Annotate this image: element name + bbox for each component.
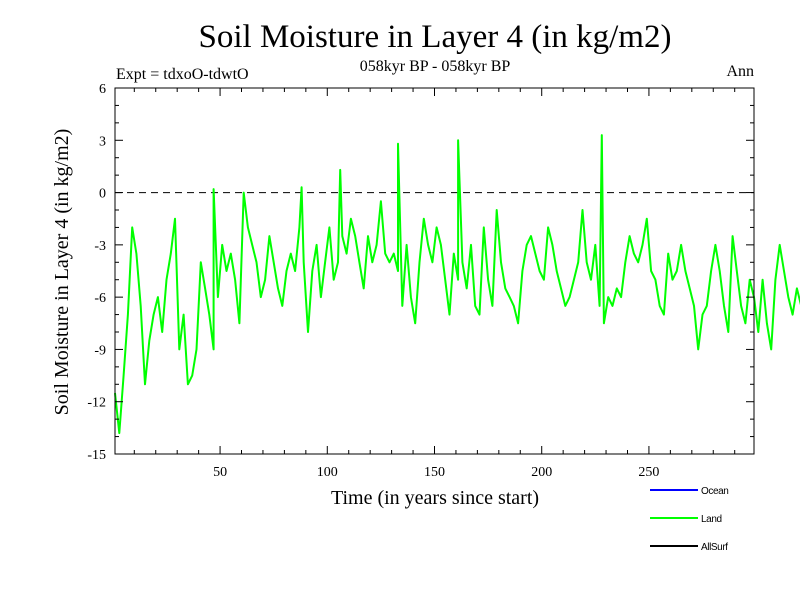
legend-label-allsurf: AllSurf — [701, 542, 728, 553]
legend-label-land: Land — [701, 514, 722, 525]
legend-label-ocean: Ocean — [701, 486, 728, 497]
y-tick-label: 6 — [99, 82, 106, 97]
chart-title: Soil Moisture in Layer 4 (in kg/m2) — [199, 19, 672, 55]
chart-subtitle-left: Expt = tdxoO-tdwtO — [116, 66, 249, 83]
y-tick-label: -9 — [94, 343, 106, 358]
x-axis-label: Time (in years since start) — [331, 487, 539, 509]
plot-frame — [114, 87, 755, 455]
chart-subtitle-center: 058kyr BP - 058kyr BP — [360, 58, 511, 75]
y-tick-label: -3 — [94, 239, 106, 254]
y-tick-label: -6 — [94, 291, 106, 306]
y-axis-label: Soil Moisture in Layer 4 (in kg/m2) — [51, 129, 73, 416]
y-tick-label: 0 — [99, 187, 106, 202]
x-tick-label: 100 — [317, 465, 338, 480]
y-tick-label: -15 — [87, 448, 106, 463]
series-line-land — [114, 134, 800, 435]
chart-subtitle-right: Ann — [726, 63, 754, 80]
x-tick-label: 200 — [531, 465, 552, 480]
x-tick-label: 50 — [213, 465, 227, 480]
y-tick-label: -12 — [87, 396, 106, 411]
x-tick-label: 150 — [424, 465, 445, 480]
y-tick-label: 3 — [99, 134, 106, 149]
x-tick-label: 250 — [638, 465, 659, 480]
